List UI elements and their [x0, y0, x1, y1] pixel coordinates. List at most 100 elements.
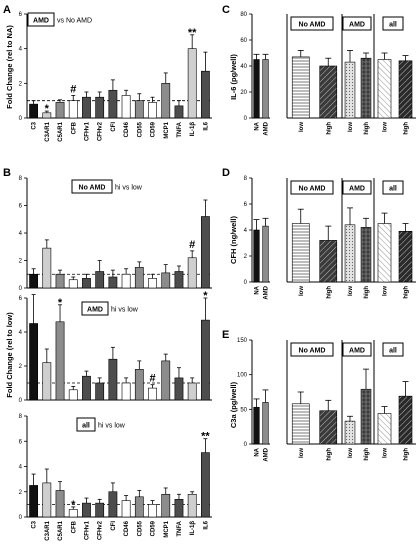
panel-a-category-label: CFHv1	[84, 121, 90, 141]
panel-b1-heading: No AMD hi vs low	[71, 179, 143, 194]
panel-b1-ytick-label: 0	[19, 286, 23, 292]
panel-b2-bar-cfb	[68, 389, 78, 401]
panel-c-bar-all-low	[377, 59, 392, 119]
panel-b2-significance-label: *	[203, 290, 208, 302]
panel-b2-heading-box	[81, 301, 109, 316]
panel-b3-bar-il-1b	[187, 493, 197, 518]
panel-b3-heading-comparison: hi vs low	[98, 423, 126, 430]
panel-c-ytick-label: 20	[240, 90, 247, 96]
panel-e-bar-amd-low	[344, 420, 356, 445]
panel-b2-bar-cd59	[148, 387, 157, 401]
panel-b2-plot: 0 2 4 6 * # *	[19, 290, 212, 404]
panel-e-bar-all-high	[398, 395, 413, 445]
panel-e-bar-amd	[262, 402, 269, 445]
panel-c-ytick-label: 60	[240, 38, 247, 44]
panel-a-bar-cd59	[148, 102, 157, 119]
panel-d-category-label: high	[404, 286, 410, 299]
panel-b3-category-label: CFHv1	[84, 520, 90, 540]
panel-b3-bar-cd59	[148, 504, 157, 518]
panel-e-ytick-label: 0	[244, 442, 248, 448]
panel-a-plot: 0 2 4 6 C3 C3AR1 C5AR1 CFB CFHv1 CFHv2 CFI CD46 CD55…	[19, 12, 212, 142]
panel-b3-bar-il6	[200, 452, 210, 518]
panel-a-category-label: C3AR1	[45, 121, 51, 141]
panel-a-bar-cfhv1	[82, 96, 91, 119]
panel-letter-b: B	[3, 167, 11, 179]
panel-b1-bar-c3ar1	[42, 247, 52, 289]
panel-a-significance-label: **	[188, 27, 197, 39]
panel-a-bar-cfhv2	[95, 96, 105, 119]
panel-a-bar-cfi	[108, 89, 118, 119]
panel-e-category-label: low	[299, 448, 305, 458]
panel-d-bar-no-amd-low	[291, 223, 310, 283]
panel-b2-bar-c5ar1	[55, 321, 65, 401]
panel-c-group-label-box	[342, 16, 372, 31]
panel-b2-bar-cd46	[121, 382, 131, 401]
panel-b3-bar-cd46	[121, 500, 131, 518]
panel-b1-plot: 0 2 4 6 8 #	[19, 176, 212, 292]
panel-b3-category-label: CD55	[137, 520, 143, 536]
panel-b1-ytick-label: 4	[19, 231, 23, 237]
panel-letter-c: C	[222, 4, 230, 16]
panel-d-group-label-box	[382, 180, 404, 195]
panel-b1-bar-c5ar1	[55, 273, 65, 289]
panel-b3-bar-cd55	[134, 496, 144, 518]
panel-b-ylabel: Fold Change (rel to low)	[5, 312, 14, 398]
panel-e-ytick-label: 150	[237, 338, 248, 344]
panel-b3-category-label: CFB	[71, 520, 77, 533]
panel-e-bar-no-amd-high	[319, 410, 338, 445]
panel-c-bar-amd-high	[360, 57, 372, 119]
panel-e-category-label: high	[326, 448, 332, 461]
panel-b3-ytick-label: 6	[19, 439, 23, 445]
panel-a-bar-cd46	[121, 95, 131, 119]
panel-b2-heading: AMD hi vs low	[81, 301, 139, 316]
panel-d-bar-na	[253, 229, 260, 283]
panel-d-bar-amd	[262, 225, 269, 283]
panel-c-bar-no-amd-high	[319, 65, 338, 119]
panel-b3-category-label: MCP1	[164, 520, 170, 537]
panel-a-bar-il6	[200, 70, 210, 119]
panel-e-group-label: AMD	[349, 348, 365, 355]
panel-B: B No AMD hi vs low 0 2 4 6 8 # Fold Change (r…	[3, 167, 212, 541]
panel-e-category-label: NA	[255, 447, 261, 456]
panel-b3-ytick-label: 8	[19, 414, 23, 420]
panel-d-bar-amd-low	[344, 224, 356, 283]
panel-a-category-label: IL-1β	[190, 122, 196, 137]
panel-b3-bar-tnfa	[174, 499, 184, 518]
panel-c-category-label: low	[348, 122, 354, 132]
panel-a-significance-label: *	[45, 103, 50, 115]
panel-c-category-label: low	[383, 122, 389, 132]
panel-e-category-label: high	[404, 448, 410, 461]
panel-b2-significance-label: #	[149, 373, 155, 385]
panel-b3-category-label: C3	[32, 520, 38, 528]
panel-b3-significance-label: *	[71, 499, 76, 511]
panel-a-bar-c3	[29, 103, 39, 119]
panel-e-bar-no-amd-low	[291, 403, 310, 445]
panel-a-category-label: MCP1	[164, 121, 170, 138]
panel-d-category-label: low	[383, 286, 389, 296]
panel-d-group-label: No AMD	[299, 186, 326, 193]
panel-b3-category-label: CD59	[151, 520, 157, 536]
panel-c-ytick-label: 40	[240, 64, 247, 70]
panel-b1-bar-c3	[29, 273, 39, 289]
panel-a-bar-il-1b	[187, 48, 197, 119]
panel-a-category-label: CFI	[111, 122, 117, 132]
panel-b1-heading-box	[71, 179, 113, 194]
panel-a-category-label: C5AR1	[58, 121, 64, 141]
panel-b3-category-label: C3AR1	[45, 520, 51, 540]
panel-c-category-label: high	[404, 122, 410, 135]
panel-a-category-label: TNFA	[177, 121, 183, 137]
panel-e-category-label: high	[364, 448, 370, 461]
panel-b2-significance-label: *	[58, 297, 63, 309]
panel-d-ytick-label: 6	[244, 202, 248, 208]
panel-e-group-label-box	[382, 342, 404, 357]
panel-A: A Fold Change (rel to NA) AMD vs No AMD …	[3, 4, 212, 142]
panel-d-category-label: NA	[255, 285, 261, 294]
panel-c-category-label: NA	[255, 121, 261, 130]
panel-b3-bar-c3ar1	[42, 482, 52, 518]
panel-b2-bar-cfi	[108, 358, 118, 401]
panel-b1-heading-comparison: hi vs low	[115, 185, 143, 192]
panel-b3-heading-group: all	[82, 423, 90, 430]
panel-d-group-label: AMD	[349, 186, 365, 193]
panel-c-category-label: high	[326, 122, 332, 135]
